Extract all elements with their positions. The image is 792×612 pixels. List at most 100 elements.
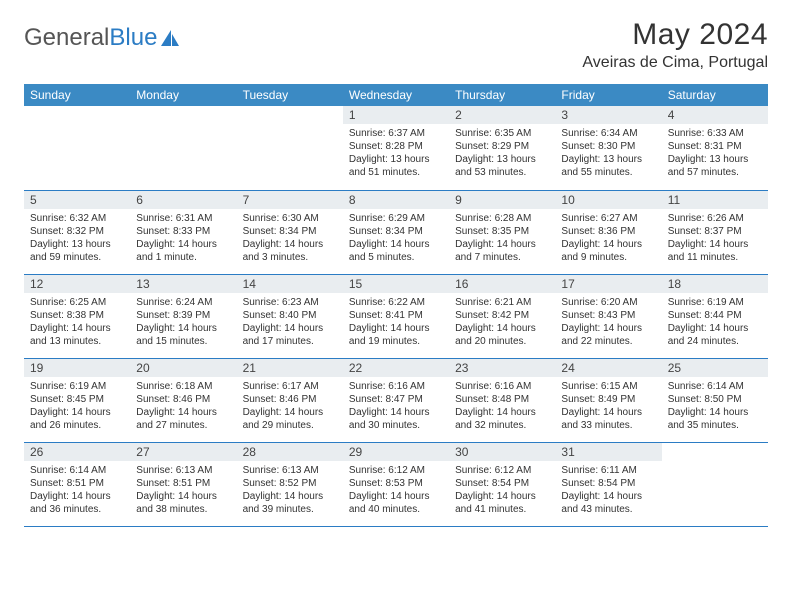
day-number: 30 xyxy=(449,443,555,461)
day-number: 9 xyxy=(449,191,555,209)
calendar-cell: 19Sunrise: 6:19 AMSunset: 8:45 PMDayligh… xyxy=(24,358,130,442)
calendar-cell: 23Sunrise: 6:16 AMSunset: 8:48 PMDayligh… xyxy=(449,358,555,442)
day-details: Sunrise: 6:26 AMSunset: 8:37 PMDaylight:… xyxy=(662,209,768,268)
day-number: 26 xyxy=(24,443,130,461)
calendar-cell: 12Sunrise: 6:25 AMSunset: 8:38 PMDayligh… xyxy=(24,274,130,358)
calendar-cell: 9Sunrise: 6:28 AMSunset: 8:35 PMDaylight… xyxy=(449,190,555,274)
day-header: Sunday xyxy=(24,84,130,106)
brand-logo: GeneralBlue xyxy=(24,18,181,52)
day-number: 18 xyxy=(662,275,768,293)
calendar-cell: 28Sunrise: 6:13 AMSunset: 8:52 PMDayligh… xyxy=(237,442,343,526)
day-number: 6 xyxy=(130,191,236,209)
day-details: Sunrise: 6:29 AMSunset: 8:34 PMDaylight:… xyxy=(343,209,449,268)
calendar-cell: 27Sunrise: 6:13 AMSunset: 8:51 PMDayligh… xyxy=(130,442,236,526)
day-number: 11 xyxy=(662,191,768,209)
calendar-cell xyxy=(130,106,236,190)
day-details: Sunrise: 6:33 AMSunset: 8:31 PMDaylight:… xyxy=(662,124,768,183)
day-number: 20 xyxy=(130,359,236,377)
calendar-cell: 10Sunrise: 6:27 AMSunset: 8:36 PMDayligh… xyxy=(555,190,661,274)
day-number: 3 xyxy=(555,106,661,124)
calendar-cell: 29Sunrise: 6:12 AMSunset: 8:53 PMDayligh… xyxy=(343,442,449,526)
sail-icon xyxy=(159,28,181,48)
day-header-row: SundayMondayTuesdayWednesdayThursdayFrid… xyxy=(24,84,768,106)
calendar-cell: 11Sunrise: 6:26 AMSunset: 8:37 PMDayligh… xyxy=(662,190,768,274)
day-details: Sunrise: 6:34 AMSunset: 8:30 PMDaylight:… xyxy=(555,124,661,183)
day-number: 23 xyxy=(449,359,555,377)
calendar-cell: 18Sunrise: 6:19 AMSunset: 8:44 PMDayligh… xyxy=(662,274,768,358)
day-details: Sunrise: 6:19 AMSunset: 8:45 PMDaylight:… xyxy=(24,377,130,436)
day-number: 29 xyxy=(343,443,449,461)
calendar-page: GeneralBlue May 2024 Aveiras de Cima, Po… xyxy=(0,0,792,527)
calendar-cell: 4Sunrise: 6:33 AMSunset: 8:31 PMDaylight… xyxy=(662,106,768,190)
location-label: Aveiras de Cima, Portugal xyxy=(582,54,768,72)
calendar-week-row: 5Sunrise: 6:32 AMSunset: 8:32 PMDaylight… xyxy=(24,190,768,274)
day-header: Monday xyxy=(130,84,236,106)
day-number: 15 xyxy=(343,275,449,293)
day-details: Sunrise: 6:22 AMSunset: 8:41 PMDaylight:… xyxy=(343,293,449,352)
day-number: 25 xyxy=(662,359,768,377)
day-header: Tuesday xyxy=(237,84,343,106)
calendar-cell xyxy=(237,106,343,190)
month-title: May 2024 xyxy=(582,18,768,52)
day-number: 5 xyxy=(24,191,130,209)
day-number: 19 xyxy=(24,359,130,377)
day-header: Saturday xyxy=(662,84,768,106)
day-number: 27 xyxy=(130,443,236,461)
calendar-cell: 16Sunrise: 6:21 AMSunset: 8:42 PMDayligh… xyxy=(449,274,555,358)
day-details: Sunrise: 6:30 AMSunset: 8:34 PMDaylight:… xyxy=(237,209,343,268)
day-details: Sunrise: 6:13 AMSunset: 8:52 PMDaylight:… xyxy=(237,461,343,520)
day-details: Sunrise: 6:14 AMSunset: 8:50 PMDaylight:… xyxy=(662,377,768,436)
calendar-cell: 24Sunrise: 6:15 AMSunset: 8:49 PMDayligh… xyxy=(555,358,661,442)
day-header: Friday xyxy=(555,84,661,106)
day-details: Sunrise: 6:23 AMSunset: 8:40 PMDaylight:… xyxy=(237,293,343,352)
day-number: 17 xyxy=(555,275,661,293)
calendar-cell xyxy=(24,106,130,190)
calendar-week-row: 19Sunrise: 6:19 AMSunset: 8:45 PMDayligh… xyxy=(24,358,768,442)
day-details: Sunrise: 6:27 AMSunset: 8:36 PMDaylight:… xyxy=(555,209,661,268)
day-number: 28 xyxy=(237,443,343,461)
calendar-cell: 21Sunrise: 6:17 AMSunset: 8:46 PMDayligh… xyxy=(237,358,343,442)
day-number: 2 xyxy=(449,106,555,124)
day-details: Sunrise: 6:16 AMSunset: 8:48 PMDaylight:… xyxy=(449,377,555,436)
brand-part2: Blue xyxy=(109,24,157,52)
day-number: 7 xyxy=(237,191,343,209)
brand-part1: General xyxy=(24,24,109,52)
calendar-week-row: 12Sunrise: 6:25 AMSunset: 8:38 PMDayligh… xyxy=(24,274,768,358)
day-number: 4 xyxy=(662,106,768,124)
day-details: Sunrise: 6:32 AMSunset: 8:32 PMDaylight:… xyxy=(24,209,130,268)
day-details: Sunrise: 6:16 AMSunset: 8:47 PMDaylight:… xyxy=(343,377,449,436)
calendar-cell: 20Sunrise: 6:18 AMSunset: 8:46 PMDayligh… xyxy=(130,358,236,442)
day-details: Sunrise: 6:12 AMSunset: 8:54 PMDaylight:… xyxy=(449,461,555,520)
day-details: Sunrise: 6:37 AMSunset: 8:28 PMDaylight:… xyxy=(343,124,449,183)
calendar-head: SundayMondayTuesdayWednesdayThursdayFrid… xyxy=(24,84,768,106)
day-details: Sunrise: 6:20 AMSunset: 8:43 PMDaylight:… xyxy=(555,293,661,352)
calendar-body: 1Sunrise: 6:37 AMSunset: 8:28 PMDaylight… xyxy=(24,106,768,526)
calendar-week-row: 1Sunrise: 6:37 AMSunset: 8:28 PMDaylight… xyxy=(24,106,768,190)
calendar-cell: 17Sunrise: 6:20 AMSunset: 8:43 PMDayligh… xyxy=(555,274,661,358)
day-details: Sunrise: 6:14 AMSunset: 8:51 PMDaylight:… xyxy=(24,461,130,520)
calendar-cell: 13Sunrise: 6:24 AMSunset: 8:39 PMDayligh… xyxy=(130,274,236,358)
calendar-cell: 3Sunrise: 6:34 AMSunset: 8:30 PMDaylight… xyxy=(555,106,661,190)
day-number: 21 xyxy=(237,359,343,377)
day-number: 10 xyxy=(555,191,661,209)
calendar-cell: 6Sunrise: 6:31 AMSunset: 8:33 PMDaylight… xyxy=(130,190,236,274)
header: GeneralBlue May 2024 Aveiras de Cima, Po… xyxy=(24,18,768,72)
day-details: Sunrise: 6:12 AMSunset: 8:53 PMDaylight:… xyxy=(343,461,449,520)
calendar-cell: 5Sunrise: 6:32 AMSunset: 8:32 PMDaylight… xyxy=(24,190,130,274)
calendar-cell: 15Sunrise: 6:22 AMSunset: 8:41 PMDayligh… xyxy=(343,274,449,358)
day-number: 14 xyxy=(237,275,343,293)
day-number: 8 xyxy=(343,191,449,209)
day-number: 31 xyxy=(555,443,661,461)
day-details: Sunrise: 6:28 AMSunset: 8:35 PMDaylight:… xyxy=(449,209,555,268)
day-details: Sunrise: 6:25 AMSunset: 8:38 PMDaylight:… xyxy=(24,293,130,352)
calendar-week-row: 26Sunrise: 6:14 AMSunset: 8:51 PMDayligh… xyxy=(24,442,768,526)
day-header: Wednesday xyxy=(343,84,449,106)
day-number: 1 xyxy=(343,106,449,124)
day-details: Sunrise: 6:31 AMSunset: 8:33 PMDaylight:… xyxy=(130,209,236,268)
day-header: Thursday xyxy=(449,84,555,106)
calendar-cell: 7Sunrise: 6:30 AMSunset: 8:34 PMDaylight… xyxy=(237,190,343,274)
day-number: 16 xyxy=(449,275,555,293)
day-details: Sunrise: 6:24 AMSunset: 8:39 PMDaylight:… xyxy=(130,293,236,352)
calendar-cell: 25Sunrise: 6:14 AMSunset: 8:50 PMDayligh… xyxy=(662,358,768,442)
title-block: May 2024 Aveiras de Cima, Portugal xyxy=(582,18,768,72)
